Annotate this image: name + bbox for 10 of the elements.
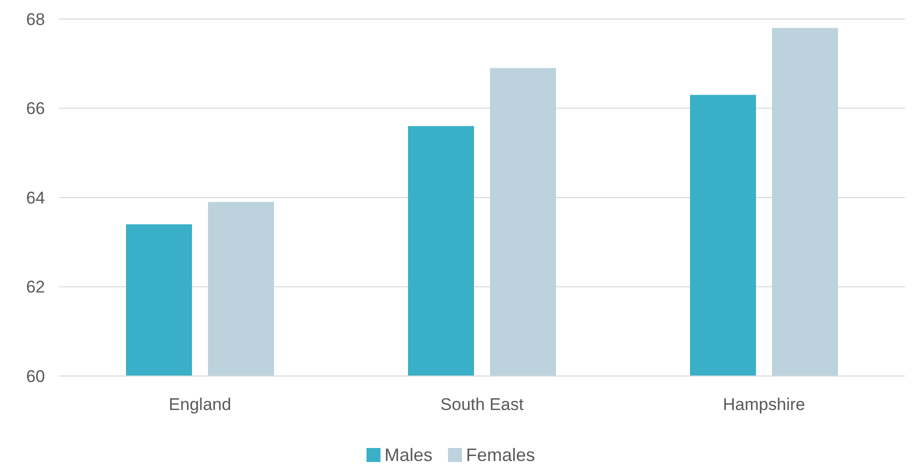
x-tick-label: England [168,395,232,414]
legend-label: Females [466,445,536,465]
y-tick-label: 60 [26,366,45,386]
y-tick-label: 62 [26,278,45,297]
y-tick-label: 68 [26,10,45,29]
x-tick-label: South East [440,395,524,414]
y-tick-label: 64 [26,188,45,208]
legend-label: Males [384,445,433,465]
x-tick-label: Hampshire [722,395,806,414]
y-tick-label: 66 [26,99,45,118]
